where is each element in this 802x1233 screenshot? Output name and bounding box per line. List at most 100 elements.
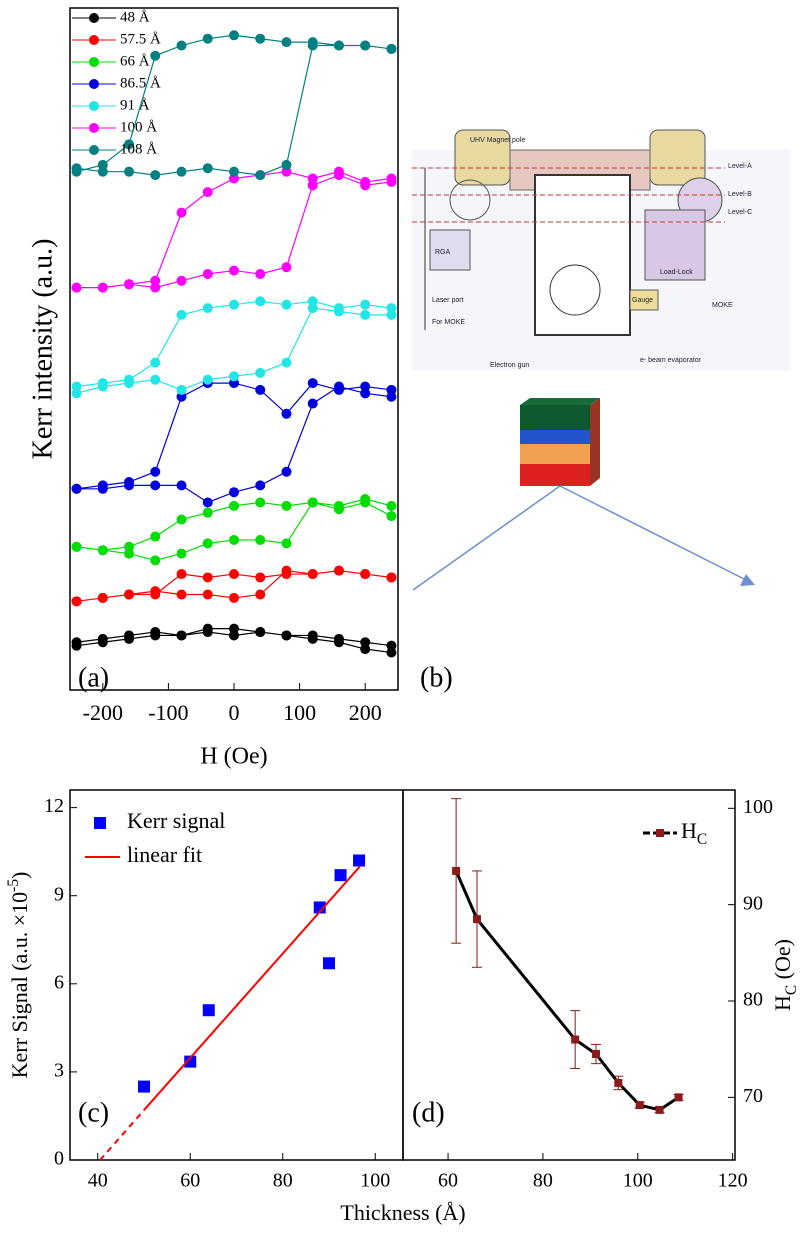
data-point [202,33,213,44]
data-point [229,265,239,276]
x-tick-label: 60 [438,1170,458,1192]
data-point [360,637,371,648]
data-point [229,299,239,310]
data-point [281,630,292,641]
data-point [97,480,108,491]
data-point [229,166,239,177]
legend-label: 108 Å [120,141,157,157]
data-point [281,466,292,477]
schematic-label: Level-B [728,191,752,198]
y2-tick-label: 70 [743,1085,763,1107]
data-point [176,480,187,491]
data-point [202,187,213,198]
data-point [386,511,397,522]
rga [429,229,471,271]
legend-label: HC [681,818,707,847]
data-point [333,40,344,51]
y-tick-label: 3 [54,1059,64,1081]
data-point [124,139,135,150]
beam [412,485,561,591]
data-point [229,534,239,545]
schematic-label: e- beam evaporator [640,357,702,364]
label-sub: C [697,831,707,848]
x-tick-label: 120 [718,1170,748,1192]
data-point [202,163,213,174]
legend-label: 48 Å [120,9,150,25]
data-point [71,381,82,392]
gauge [629,289,659,311]
legend-label: 86.5 Å [120,75,161,91]
data-point [281,159,292,170]
data-point [138,1080,150,1093]
data-point [386,500,397,511]
data-point [255,497,266,508]
data-point [97,159,108,170]
data-point [255,268,266,279]
legend-marker [89,13,99,23]
data-point [386,384,397,395]
data-point [176,630,187,641]
legend-marker [656,829,664,837]
data-point [229,30,239,41]
legend-marker [89,35,99,45]
data-point [333,384,344,395]
data-point [202,1004,215,1017]
data-point [386,303,397,314]
data-point [386,572,397,583]
data-point [176,166,187,177]
data-point [360,299,371,310]
x-tick-label: -200 [83,700,123,725]
data-point [255,384,266,395]
schematic-label: Electron gun [490,362,529,369]
data-point [71,640,82,651]
panel-label: (a) [78,662,109,693]
data-point [386,640,397,651]
data-point [97,637,108,648]
data-point [71,483,82,494]
legend-label: 66 Å [120,53,150,69]
data-point [176,548,187,559]
data-point [124,633,135,644]
data-point [124,476,135,487]
data-point [360,569,371,580]
schematic-label: Gauge [632,297,653,304]
data-point [333,500,344,511]
x-tick-label: 100 [623,1170,653,1192]
layer-stack [412,398,755,591]
y-axis-label: Kerr intensity (a.u.) [27,239,58,460]
data-point [307,497,318,508]
data-point [124,541,135,552]
legend-marker [89,145,99,155]
data-point [255,367,266,378]
x-axis-label: Thickness (Å) [340,1200,465,1225]
x-tick-label: 100 [360,1170,390,1192]
data-point [333,303,344,314]
data-point [307,569,318,580]
panel-label: (b) [420,662,453,693]
data-point [353,854,366,867]
data-point [571,1035,580,1044]
y2-tick-label: 90 [743,892,763,914]
y-tick-label: 9 [54,883,64,905]
data-point [229,623,239,634]
layer [520,464,590,486]
label-sup: -5 [5,879,22,892]
data-point [281,357,292,368]
data-point [255,589,266,600]
data-point [229,592,239,603]
x-tick-label: 0 [229,700,240,725]
y-tick-label: 0 [54,1148,64,1170]
schematic-label: RGA [435,249,451,256]
x-tick-label: 40 [88,1170,108,1192]
data-point [255,33,266,44]
data-point [307,378,318,389]
data-point [360,381,371,392]
x-tick-label: 80 [273,1170,293,1192]
data-point [124,279,135,290]
data-point [614,1078,623,1087]
panel-label: (d) [412,1097,445,1128]
label-part: H [681,818,697,843]
data-point [386,173,397,184]
legend-marker [89,79,99,89]
